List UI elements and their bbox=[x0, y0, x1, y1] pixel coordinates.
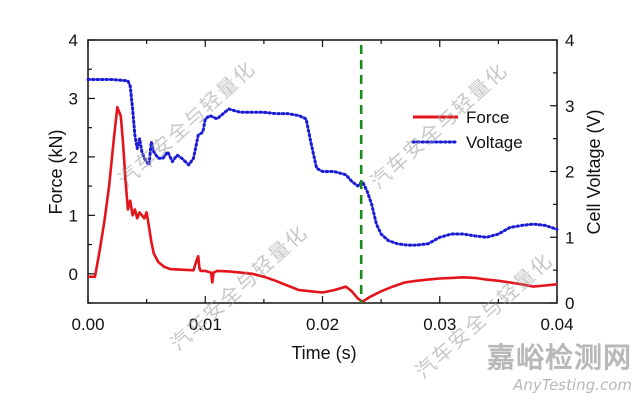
y-right-tick-label: 0 bbox=[565, 294, 574, 313]
y-left-tick-label: 1 bbox=[69, 206, 78, 225]
y-axis-label-left: Force (kN) bbox=[46, 130, 66, 215]
x-tick-label: 0.04 bbox=[540, 315, 573, 334]
y-right-tick-label: 1 bbox=[565, 228, 574, 247]
axes-group: 0.00 0.01 0.02 0.03 0.04 0 1 2 3 4 0 1 2 3 4 bbox=[69, 31, 575, 334]
y-left-tick-label: 2 bbox=[69, 148, 78, 167]
y-left-tick-label: 3 bbox=[69, 89, 78, 108]
y-right-tick-label: 4 bbox=[565, 31, 574, 50]
y-left-tick-label: 0 bbox=[69, 265, 78, 284]
y-axis-label-right: Cell Voltage (V) bbox=[584, 109, 604, 234]
y-left-tick-label: 4 bbox=[69, 31, 78, 50]
series-line-voltage bbox=[88, 80, 557, 246]
legend-label-voltage: Voltage bbox=[466, 133, 523, 152]
legend-label-force: Force bbox=[466, 108, 509, 127]
y-right-tick-label: 3 bbox=[565, 97, 574, 116]
legend: Force Voltage bbox=[413, 108, 523, 152]
x-tick-label: 0.01 bbox=[189, 315, 222, 334]
x-tick-label: 0.00 bbox=[71, 315, 104, 334]
y-right-tick-label: 2 bbox=[565, 163, 574, 182]
x-tick-label: 0.02 bbox=[306, 315, 339, 334]
x-axis-label: Time (s) bbox=[291, 343, 356, 363]
x-tick-label: 0.03 bbox=[423, 315, 456, 334]
